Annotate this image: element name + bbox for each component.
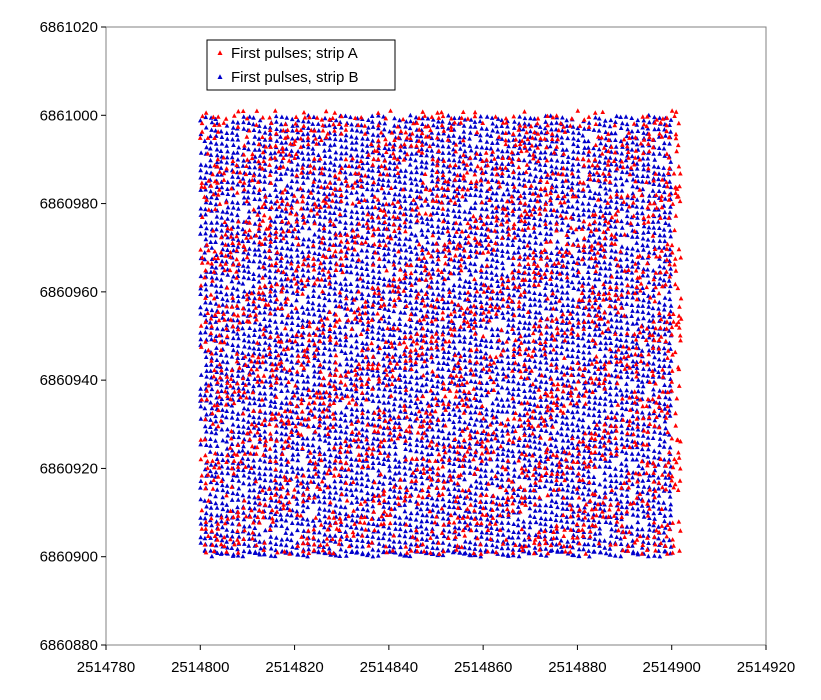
x-tick-label: 2514880: [548, 659, 606, 676]
x-tick-label: 2514780: [77, 659, 135, 676]
y-tick-label: 6860920: [40, 460, 98, 477]
y-tick-label: 6861000: [40, 107, 98, 124]
y-tick-label: 6860980: [40, 196, 98, 213]
legend-marker-strip-a: [217, 50, 223, 55]
x-axis: 2514780 2514800 2514820 2514840 2514860 25148…: [77, 645, 795, 676]
y-tick-label: 6861020: [40, 19, 98, 36]
legend-label-strip-b: First pulses, strip B: [231, 69, 359, 86]
y-tick-label: 6860880: [40, 637, 98, 654]
legend-box: [206, 39, 396, 91]
legend-label-strip-a: First pulses; strip A: [231, 45, 358, 62]
x-tick-label: 2514840: [360, 659, 418, 676]
x-tick-label: 2514860: [454, 659, 512, 676]
x-tick-label: 2514900: [643, 659, 701, 676]
x-tick-label: 2514820: [265, 659, 323, 676]
x-tick-label: 2514800: [171, 659, 229, 676]
legend-marker-strip-b: [217, 74, 223, 79]
legend: First pulses; strip A First pulses, stri…: [206, 39, 396, 91]
y-axis: 6860880 6860900 6860920 6860940 6860960 68609…: [40, 19, 106, 654]
y-tick-label: 6860900: [40, 549, 98, 566]
y-tick-label: 6860960: [40, 284, 98, 301]
y-tick-label: 6860940: [40, 372, 98, 389]
strip-b-markers: [198, 112, 674, 559]
series-strip-b-points: [198, 112, 674, 559]
x-tick-label: 2514920: [737, 659, 795, 676]
